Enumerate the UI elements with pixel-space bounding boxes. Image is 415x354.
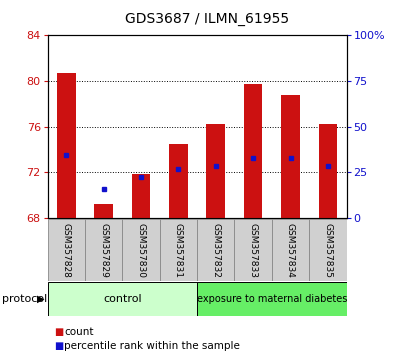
- Text: GSM357833: GSM357833: [249, 223, 258, 278]
- Bar: [85, 219, 122, 281]
- Bar: [281, 95, 300, 218]
- Text: control: control: [103, 294, 142, 304]
- Bar: [206, 124, 225, 218]
- Bar: [132, 175, 150, 218]
- Bar: [122, 219, 160, 281]
- Text: GSM357831: GSM357831: [174, 223, 183, 278]
- Bar: [169, 144, 188, 218]
- Text: ■: ■: [54, 341, 63, 351]
- Bar: [244, 84, 262, 218]
- Text: exposure to maternal diabetes: exposure to maternal diabetes: [197, 294, 347, 304]
- Text: protocol: protocol: [2, 294, 47, 304]
- Text: GSM357834: GSM357834: [286, 223, 295, 278]
- Text: ▶: ▶: [37, 294, 44, 304]
- Bar: [272, 219, 309, 281]
- Bar: [160, 219, 197, 281]
- Text: GSM357830: GSM357830: [137, 223, 146, 278]
- Bar: [48, 219, 85, 281]
- Text: GSM357835: GSM357835: [323, 223, 332, 278]
- Bar: [234, 219, 272, 281]
- Bar: [48, 282, 197, 316]
- Text: count: count: [64, 327, 94, 337]
- Text: GSM357828: GSM357828: [62, 223, 71, 278]
- Text: ■: ■: [54, 327, 63, 337]
- Text: GSM357832: GSM357832: [211, 223, 220, 278]
- Bar: [309, 219, 347, 281]
- Text: GSM357829: GSM357829: [99, 223, 108, 278]
- Bar: [57, 73, 76, 218]
- Text: percentile rank within the sample: percentile rank within the sample: [64, 341, 240, 351]
- Bar: [197, 282, 347, 316]
- Bar: [95, 204, 113, 218]
- Bar: [197, 219, 234, 281]
- Text: GDS3687 / ILMN_61955: GDS3687 / ILMN_61955: [125, 12, 290, 27]
- Bar: [319, 124, 337, 218]
